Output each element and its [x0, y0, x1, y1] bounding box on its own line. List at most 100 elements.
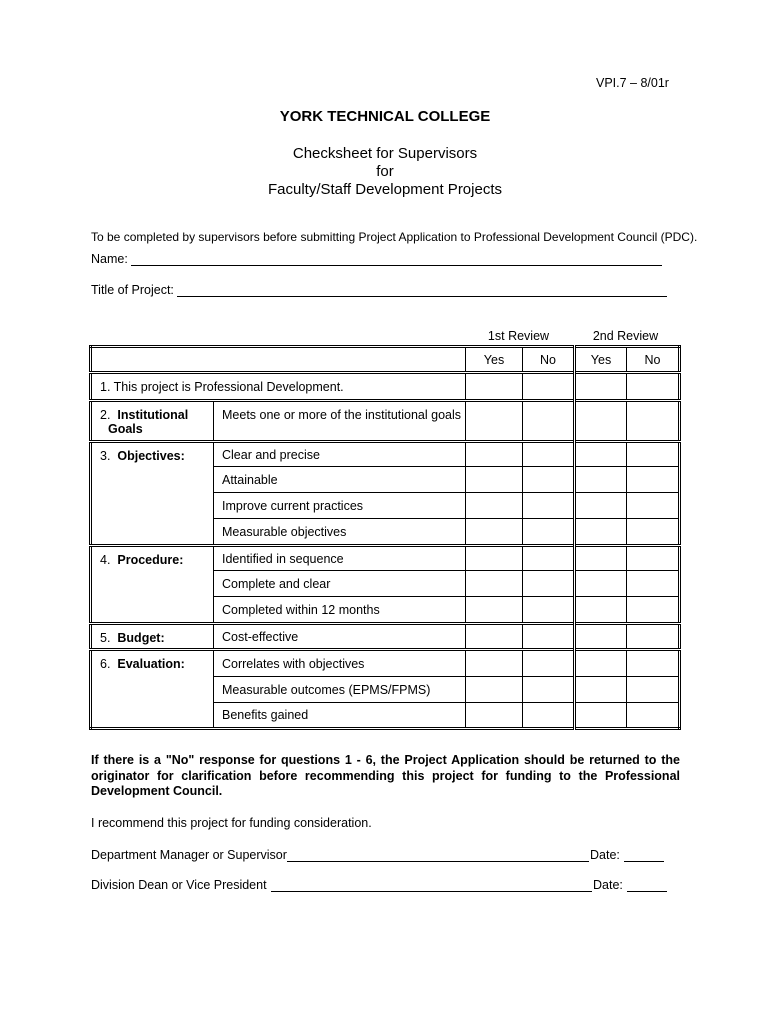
group-title: Procedure: — [117, 553, 184, 567]
supervisor-signature-label: Department Manager or Supervisor — [91, 848, 287, 862]
criterion-label: Attainable — [213, 466, 466, 493]
criterion-label: Identified in sequence — [213, 544, 466, 571]
checkbox-2nd-yes[interactable] — [574, 702, 627, 729]
checkbox-1st-no[interactable] — [522, 622, 576, 650]
no-header-1: No — [522, 346, 576, 373]
checkbox-1st-no[interactable] — [522, 466, 576, 493]
checkbox-2nd-yes[interactable] — [574, 440, 627, 467]
checkbox-1st-no[interactable] — [522, 544, 576, 571]
checkbox-1st-yes[interactable] — [465, 570, 523, 597]
criterion-label: Completed within 12 months — [213, 596, 466, 624]
checkbox-2nd-no[interactable] — [626, 518, 680, 546]
table-row: 5. Budget: Cost-effective — [90, 622, 680, 650]
checkbox-2nd-no[interactable] — [626, 440, 680, 467]
checkbox-2nd-no[interactable] — [626, 570, 680, 597]
name-label: Name: — [91, 252, 128, 266]
criterion-label: Improve current practices — [213, 492, 466, 519]
table-row: Benefits gained — [91, 702, 680, 729]
checkbox-2nd-no[interactable] — [626, 676, 680, 703]
checkbox-1st-yes[interactable] — [465, 371, 523, 401]
checkbox-1st-no[interactable] — [522, 676, 576, 703]
group-number: 2. — [100, 408, 111, 422]
checkbox-2nd-no[interactable] — [626, 544, 680, 571]
name-field[interactable] — [131, 252, 662, 266]
checkbox-1st-no[interactable] — [522, 648, 576, 677]
checkbox-2nd-no[interactable] — [626, 622, 680, 650]
criterion-label: Benefits gained — [213, 702, 466, 729]
group-title: Institutional — [117, 408, 189, 422]
checkbox-2nd-yes[interactable] — [574, 399, 627, 442]
group-title: Evaluation: — [117, 657, 185, 671]
group-label: 4. Procedure: — [90, 544, 214, 624]
project-title-field[interactable] — [177, 283, 667, 297]
checkbox-2nd-no[interactable] — [626, 371, 680, 401]
table-row: 2. Institutional Goals Meets one or more o… — [90, 399, 680, 442]
supervisor-signature-field[interactable] — [287, 848, 589, 862]
checkbox-1st-yes[interactable] — [465, 518, 523, 546]
group-label: 2. Institutional Goals — [90, 399, 214, 442]
checkbox-2nd-yes[interactable] — [574, 676, 627, 703]
checkbox-1st-yes[interactable] — [465, 622, 523, 650]
table-row: 3. Objectives: Clear and precise — [90, 440, 680, 546]
group-title: Budget: — [117, 631, 165, 645]
supervisor-date-field[interactable] — [624, 848, 664, 862]
checkbox-1st-yes[interactable] — [465, 399, 523, 442]
checkbox-2nd-yes[interactable] — [574, 596, 627, 624]
checkbox-1st-yes[interactable] — [465, 492, 523, 519]
checkbox-1st-yes[interactable] — [465, 440, 523, 467]
recommendation-text: I recommend this project for funding con… — [91, 816, 372, 830]
checkbox-1st-yes[interactable] — [465, 544, 523, 571]
checkbox-2nd-yes[interactable] — [574, 492, 627, 519]
yes-header-2: Yes — [574, 346, 627, 373]
group-title-cont: Goals — [108, 422, 143, 436]
dean-signature-field[interactable] — [271, 878, 592, 892]
group-number: 5. — [100, 631, 111, 645]
checkbox-1st-no[interactable] — [522, 570, 576, 597]
checkbox-1st-no[interactable] — [522, 440, 576, 467]
checkbox-2nd-yes[interactable] — [574, 371, 627, 401]
checkbox-1st-yes[interactable] — [465, 596, 523, 624]
criterion-label: Clear and precise — [213, 440, 466, 467]
table-row: 4. Procedure: Identified in sequence — [90, 544, 680, 624]
checkbox-1st-yes[interactable] — [465, 466, 523, 493]
group-label: 5. Budget: — [90, 622, 214, 650]
checkbox-2nd-yes[interactable] — [574, 622, 627, 650]
criterion-label: Complete and clear — [213, 570, 466, 597]
institution-name: YORK TECHNICAL COLLEGE — [279, 108, 491, 125]
checkbox-1st-yes[interactable] — [465, 702, 523, 729]
checkbox-1st-no[interactable] — [522, 492, 576, 519]
group-number: 3. — [100, 449, 111, 463]
dean-signature-label: Division Dean or Vice President — [91, 878, 267, 892]
first-review-heading: 1st Review — [487, 329, 550, 343]
checkbox-2nd-no[interactable] — [626, 466, 680, 493]
checkbox-1st-no[interactable] — [522, 596, 576, 624]
title-line-3: Faculty/Staff Development Projects — [268, 181, 502, 198]
checkbox-2nd-no[interactable] — [626, 492, 680, 519]
checkbox-2nd-yes[interactable] — [574, 544, 627, 571]
checkbox-1st-yes[interactable] — [465, 648, 523, 677]
criterion-label: Cost-effective — [213, 622, 466, 650]
group-label: 6. Evaluation: — [90, 648, 214, 729]
checkbox-2nd-yes[interactable] — [574, 570, 627, 597]
checkbox-1st-yes[interactable] — [465, 676, 523, 703]
checkbox-1st-no[interactable] — [522, 518, 576, 546]
dean-date-field[interactable] — [627, 878, 667, 892]
checkbox-2nd-no[interactable] — [626, 648, 680, 677]
checkbox-2nd-yes[interactable] — [574, 466, 627, 493]
checkbox-2nd-yes[interactable] — [574, 518, 627, 546]
checkbox-1st-no[interactable] — [522, 702, 576, 729]
criterion-label: Measurable outcomes (EPMS/FPMS) — [213, 676, 466, 703]
checklist-table: Yes No Yes No 1. This project is Profess… — [89, 345, 681, 730]
checkbox-2nd-no[interactable] — [626, 596, 680, 624]
table-row: Complete and clear — [91, 570, 680, 597]
group-title: Objectives: — [117, 449, 185, 463]
checkbox-2nd-no[interactable] — [626, 399, 680, 442]
checkbox-1st-no[interactable] — [522, 399, 576, 442]
checkbox-1st-no[interactable] — [522, 371, 576, 401]
checkbox-2nd-no[interactable] — [626, 702, 680, 729]
header-row: Yes No Yes No — [90, 346, 680, 373]
criterion-label: Correlates with objectives — [213, 648, 466, 677]
criterion-label: Measurable objectives — [213, 518, 466, 546]
checkbox-2nd-yes[interactable] — [574, 648, 627, 677]
